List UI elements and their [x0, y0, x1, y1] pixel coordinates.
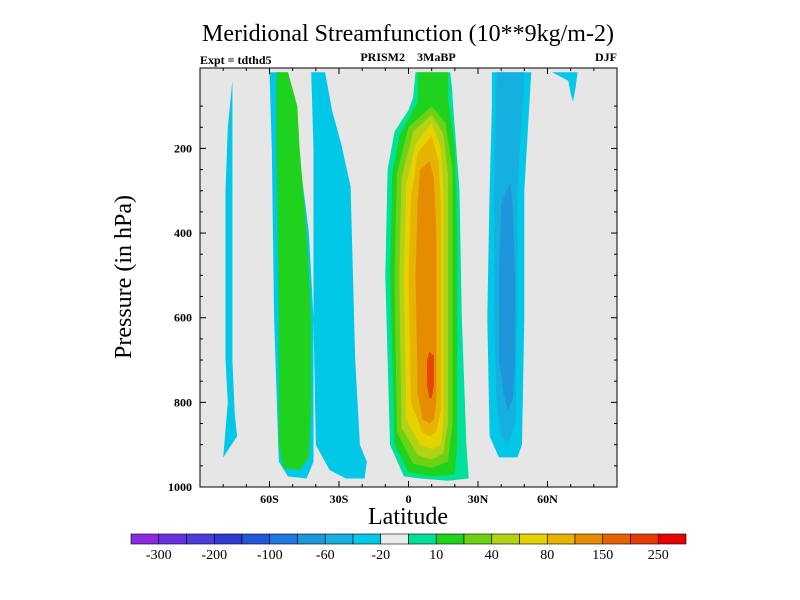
- colorbar-swatch: [602, 533, 631, 545]
- colorbar-label: 10: [429, 548, 443, 563]
- colorbar-swatch: [380, 533, 409, 545]
- colorbar-swatch: [297, 533, 326, 545]
- x-tick-label: 30S: [330, 492, 349, 506]
- chart-title: Meridional Streamfunction (10**9kg/m-2): [202, 21, 614, 47]
- colorbar-swatch: [630, 533, 659, 545]
- colorbar-swatch: [574, 533, 604, 545]
- colorbar-label: 150: [592, 548, 613, 563]
- shade-sh-hadley: [311, 72, 367, 479]
- colorbar-swatch: [158, 533, 187, 545]
- colorbar-label: -100: [257, 548, 283, 563]
- colorbar-swatch: [546, 533, 576, 545]
- colorbar-swatch: [130, 533, 160, 545]
- colorbar-swatch: [186, 533, 215, 545]
- shade-sh-ferrel-core: [276, 72, 312, 471]
- colorbar-label: 80: [540, 548, 554, 563]
- contour-regions: [223, 72, 578, 481]
- colorbar-swatch: [408, 533, 437, 545]
- colorbar-swatch: [491, 533, 520, 545]
- x-tick-label: 60N: [537, 492, 558, 506]
- colorbar-swatch: [519, 533, 548, 545]
- colorbar-label: -300: [146, 548, 172, 563]
- colorbar-label: 250: [648, 548, 669, 563]
- colorbar-swatch: [463, 533, 493, 545]
- x-tick-label: 30N: [468, 492, 489, 506]
- shade-sh-polar-cell: [223, 80, 238, 458]
- colorbar-label: -200: [201, 548, 227, 563]
- y-tick-label: 200: [174, 141, 192, 155]
- colorbar-swatch: [269, 533, 298, 545]
- x-tick-label: 0: [406, 492, 412, 506]
- y-tick-label: 600: [174, 311, 192, 325]
- chart-subtitle-center: PRISM2 3MaBP: [360, 50, 455, 64]
- colorbar-swatch: [435, 533, 465, 545]
- chart-subtitle-left: Expt = tdthd5: [200, 53, 272, 67]
- colorbar-swatch: [241, 533, 271, 545]
- colorbar-swatch: [352, 533, 382, 545]
- colorbar-label: -20: [371, 548, 390, 563]
- colorbar-swatch: [657, 533, 687, 545]
- y-tick-label: 1000: [168, 480, 192, 494]
- y-tick-label: 800: [174, 395, 192, 409]
- colorbar-label: -60: [316, 548, 335, 563]
- y-axis-label: Pressure (in hPa): [111, 195, 137, 359]
- x-tick-label: 60S: [260, 492, 279, 506]
- shade-nh-polar-upper: [552, 72, 578, 102]
- chart-subtitle-right: DJF: [595, 50, 617, 64]
- colorbar-swatch: [324, 533, 354, 545]
- x-axis: 60S 30S 0 30N 60N: [222, 68, 595, 506]
- colorbar-label: 40: [485, 548, 499, 563]
- y-axis: 200 400 600 800 1000: [168, 105, 617, 494]
- shade-nh-ferrel-core: [498, 182, 516, 411]
- colorbar-swatch: [213, 533, 243, 545]
- y-tick-label: 400: [174, 226, 192, 240]
- x-axis-label: Latitude: [368, 504, 448, 530]
- colorbar: -300 -200 -100 -60 -20 10 40 80 150 250: [130, 533, 687, 563]
- shade-nh-hadley-max: [427, 351, 434, 399]
